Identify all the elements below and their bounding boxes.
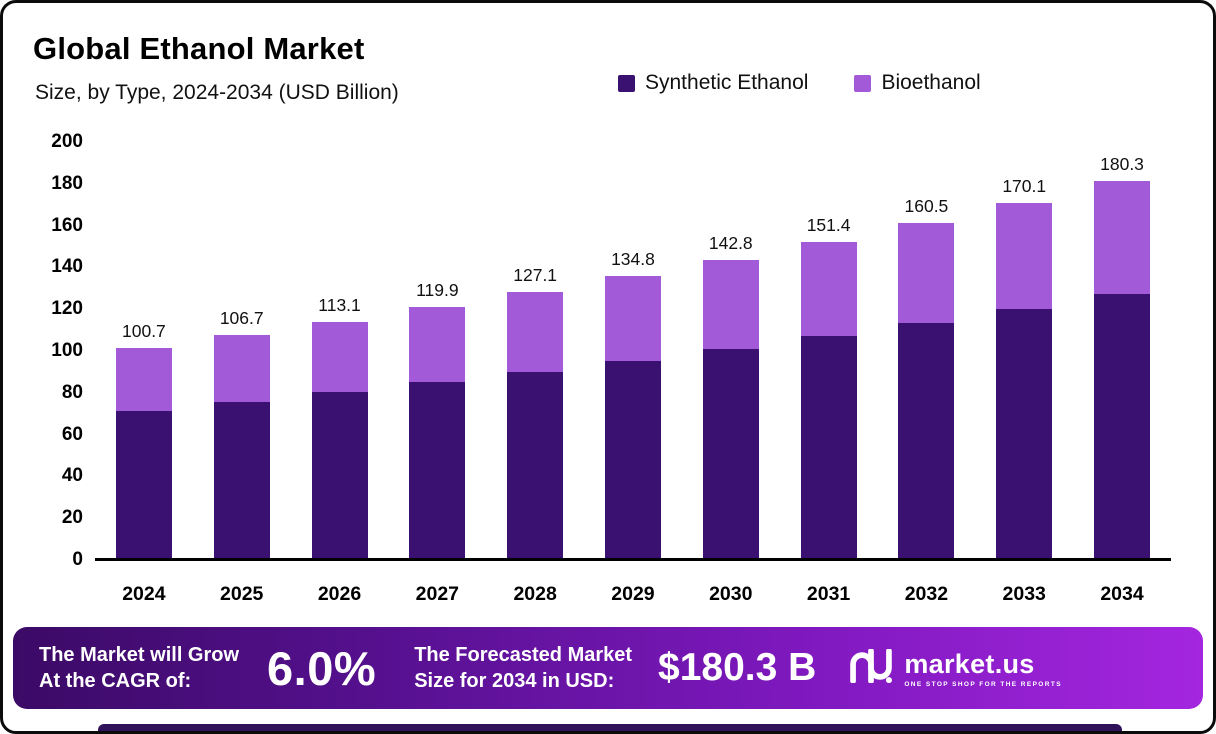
brand-text: market.us ONE STOP SHOP FOR THE REPORTS xyxy=(904,649,1062,688)
x-axis-label: 2030 xyxy=(709,583,753,605)
footer-banner: The Market will Grow At the CAGR of: 6.0… xyxy=(13,627,1203,709)
legend-item-bioethanol: Bioethanol xyxy=(854,71,981,95)
y-tick-label: 60 xyxy=(61,423,83,445)
brand-tagline: ONE STOP SHOP FOR THE REPORTS xyxy=(904,680,1062,688)
bar-segment-bioethanol xyxy=(800,241,857,337)
bar-segment-synthetic-ethanol xyxy=(702,349,759,558)
y-tick-label: 180 xyxy=(51,172,83,194)
bar-segment-bioethanol xyxy=(898,222,955,324)
bar-total-label: 170.1 xyxy=(1002,175,1047,196)
cagr-value: 6.0% xyxy=(267,641,377,695)
y-axis: 0 20 40 60 80 100 120 140 160 180 200 xyxy=(25,131,83,570)
y-tick-label: 140 xyxy=(51,256,83,278)
x-axis-label: 2031 xyxy=(806,583,851,605)
bar-segment-synthetic-ethanol xyxy=(507,372,564,558)
y-tick-label: 160 xyxy=(51,214,83,236)
forecast-label-line2: Size for 2034 in USD: xyxy=(414,670,615,692)
y-tick-label: 80 xyxy=(61,381,83,403)
forecast-label: The Forecasted Market Size for 2034 in U… xyxy=(414,642,632,694)
bar-segment-bioethanol xyxy=(115,347,172,411)
x-axis-label: 2029 xyxy=(611,583,655,605)
x-axis-label: 2033 xyxy=(1002,583,1046,605)
x-axis-label: 2025 xyxy=(220,583,264,605)
bar-segment-bioethanol xyxy=(996,202,1053,310)
bar-segment-bioethanol xyxy=(1094,181,1151,295)
forecast-label-line1: The Forecasted Market xyxy=(414,644,633,666)
x-axis-label: 2032 xyxy=(904,583,949,605)
bar-column: 151.4 xyxy=(780,143,878,558)
bar-column: 170.1 xyxy=(975,143,1073,558)
y-tick-label: 0 xyxy=(72,549,83,570)
y-tick-label: 20 xyxy=(61,507,83,529)
bar-segment-synthetic-ethanol xyxy=(604,360,661,558)
bar-segment-synthetic-ethanol xyxy=(115,410,172,558)
x-axis-label: 2028 xyxy=(513,583,557,605)
page-subtitle: Size, by Type, 2024-2034 (USD Billion) xyxy=(35,81,399,104)
bar-segment-bioethanol xyxy=(702,259,759,349)
legend-swatch-synthetic-ethanol xyxy=(618,74,635,92)
y-tick-label: 40 xyxy=(61,465,83,487)
cagr-label: The Market will Grow At the CAGR of: xyxy=(39,642,239,694)
page-title: Global Ethanol Market xyxy=(33,31,365,66)
bar-column: 160.5 xyxy=(878,143,976,558)
legend-label: Bioethanol xyxy=(881,71,981,94)
cagr-label-line2: At the CAGR of: xyxy=(39,670,192,692)
bar-column: 180.3 xyxy=(1073,143,1171,558)
bar-segment-bioethanol xyxy=(311,321,368,393)
brand-name: market.us xyxy=(904,648,1035,679)
x-axis-label: 2026 xyxy=(317,583,362,605)
bar-segment-bioethanol xyxy=(507,292,564,372)
bar-total-label: 142.8 xyxy=(708,232,753,253)
y-tick-label: 120 xyxy=(51,298,83,320)
bar-segment-synthetic-ethanol xyxy=(800,336,857,558)
bar-total-label: 100.7 xyxy=(122,320,166,341)
bar-total-label: 113.1 xyxy=(318,294,361,315)
y-tick-label: 100 xyxy=(51,340,83,361)
bar-segment-synthetic-ethanol xyxy=(213,401,270,558)
bar-total-label: 127.1 xyxy=(513,265,558,286)
bar-segment-bioethanol xyxy=(604,276,661,361)
bar-segment-bioethanol xyxy=(409,307,466,383)
forecast-value: $180.3 B xyxy=(658,646,817,689)
legend-swatch-bioethanol xyxy=(854,74,872,92)
bar-column: 127.1 xyxy=(486,143,584,558)
bar-column: 113.1 xyxy=(291,143,389,558)
legend-item-synthetic-ethanol: Synthetic Ethanol xyxy=(618,71,808,95)
x-axis-label: 2024 xyxy=(122,583,166,605)
bar-segment-synthetic-ethanol xyxy=(898,323,955,558)
bar-column: 106.7 xyxy=(193,143,291,558)
bar-segment-synthetic-ethanol xyxy=(409,382,466,558)
x-axis-labels: 2024 2025 2026 2027 2028 2029 2030 2031 2032 2033… xyxy=(95,583,1171,606)
bar-column: 119.9 xyxy=(388,143,486,558)
bar-total-label: 180.3 xyxy=(1100,154,1144,175)
bar-column: 134.8 xyxy=(584,143,682,558)
x-axis-label: 2027 xyxy=(415,583,460,605)
bar-total-label: 134.8 xyxy=(611,249,655,270)
chart-legend: Synthetic Ethanol Bioethanol xyxy=(618,71,981,95)
bar-column: 142.8 xyxy=(682,143,780,558)
y-tick-label: 200 xyxy=(51,131,83,152)
x-axis-label: 2034 xyxy=(1100,583,1144,605)
bar-total-label: 160.5 xyxy=(904,195,949,216)
bar-total-label: 106.7 xyxy=(219,308,264,329)
plot-area: 100.7 106.7 113.1 119.9 127.1 134.8 142.8 151.4… xyxy=(95,143,1171,561)
bar-segment-synthetic-ethanol xyxy=(1094,294,1151,558)
bar-total-label: 151.4 xyxy=(806,214,851,235)
bar-total-label: 119.9 xyxy=(416,280,459,301)
bar-segment-synthetic-ethanol xyxy=(311,392,368,558)
legend-label: Synthetic Ethanol xyxy=(645,71,809,94)
bottom-strip xyxy=(98,724,1122,731)
brand-logo: market.us ONE STOP SHOP FOR THE REPORTS xyxy=(848,647,1062,688)
bar-segment-bioethanol xyxy=(213,335,270,402)
bar-column: 100.7 xyxy=(95,143,193,558)
cagr-label-line1: The Market will Grow xyxy=(39,644,240,666)
bar-segment-synthetic-ethanol xyxy=(996,309,1053,558)
market-us-logo-icon xyxy=(848,647,894,688)
